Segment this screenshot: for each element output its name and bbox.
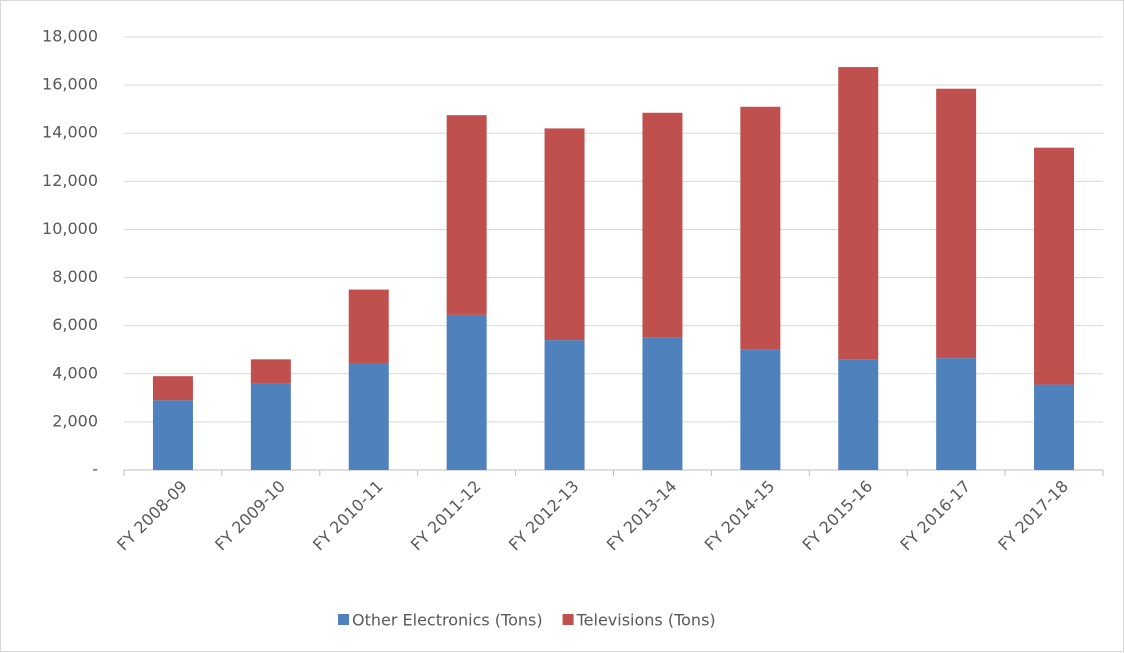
bar-segment — [936, 358, 977, 470]
bar-segment — [936, 88, 977, 359]
y-tick-label: 18,000 — [42, 27, 98, 46]
bar-segment — [740, 349, 781, 470]
legend-label: Televisions (Tons) — [576, 611, 716, 630]
y-tick-label: 8,000 — [52, 267, 98, 286]
y-tick-label: 16,000 — [42, 75, 98, 94]
legend-label: Other Electronics (Tons) — [352, 611, 543, 630]
bar-segment — [838, 359, 879, 470]
bar-segment — [838, 67, 879, 360]
bar-segment — [446, 314, 487, 470]
bar-segment — [348, 289, 389, 363]
bar-segment — [152, 376, 193, 401]
legend-swatch — [338, 614, 349, 625]
y-tick-label: 2,000 — [52, 411, 98, 430]
bar-segment — [446, 115, 487, 315]
y-tick-label: 4,000 — [52, 363, 98, 382]
y-tick-label: - — [92, 460, 98, 479]
legend-swatch — [562, 614, 574, 625]
bar-segment — [544, 340, 585, 470]
y-tick-label: 12,000 — [42, 171, 98, 190]
y-tick-label: 10,000 — [42, 219, 98, 238]
bar-segment — [348, 362, 389, 470]
bar-segment — [642, 337, 683, 470]
bar-segment — [544, 128, 585, 341]
y-tick-label: 14,000 — [42, 123, 98, 142]
bar-segment — [1034, 147, 1075, 385]
y-tick-label: 6,000 — [52, 315, 98, 334]
bar-segment — [250, 383, 291, 470]
bar-segment — [642, 112, 683, 338]
bar-segment — [1034, 384, 1075, 470]
bar-segment — [250, 359, 291, 384]
bar-segment — [740, 106, 781, 350]
bar-segment — [152, 400, 193, 470]
